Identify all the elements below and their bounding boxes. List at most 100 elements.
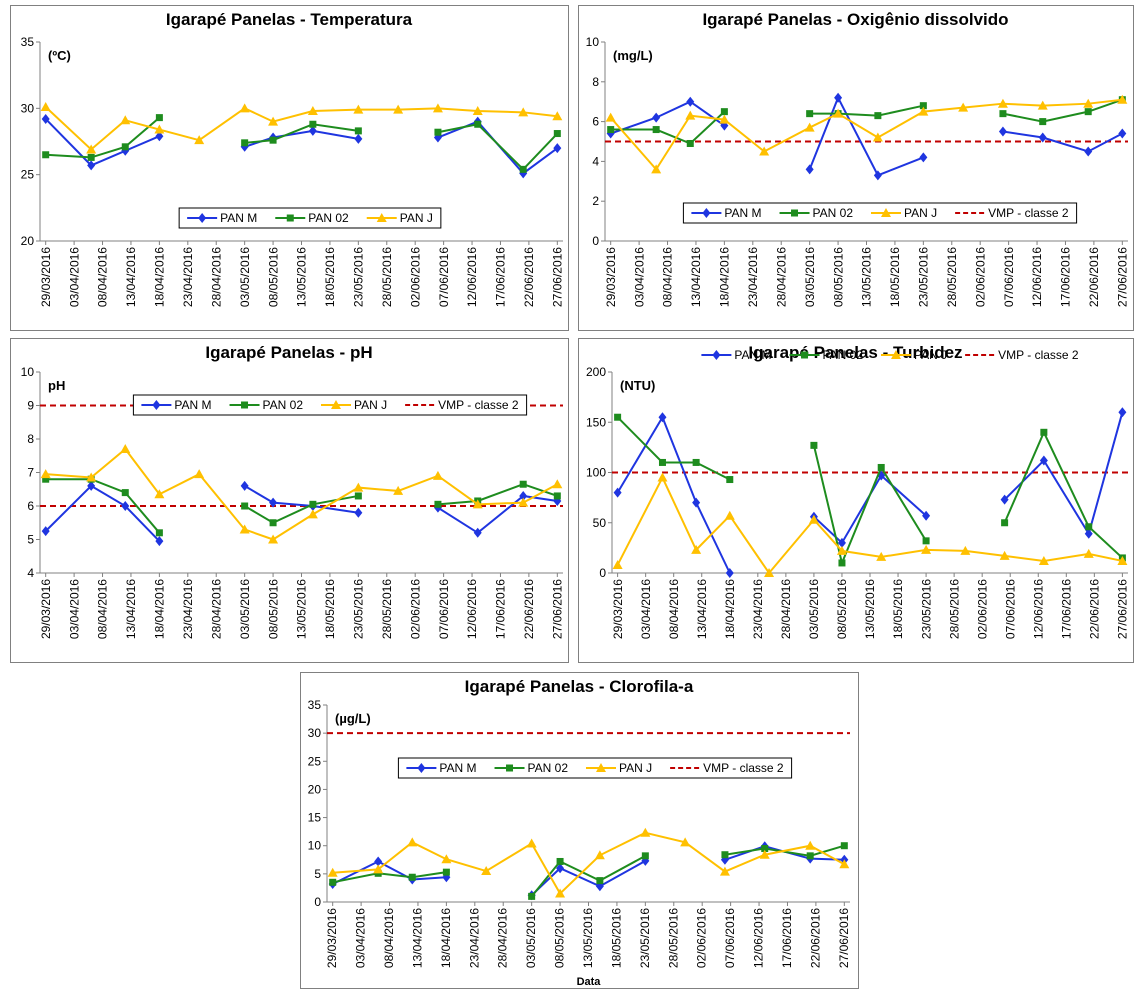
marker <box>1117 94 1128 104</box>
x-tick-label: 02/06/2016 <box>408 579 422 639</box>
y-unit: (NTU) <box>620 378 655 393</box>
marker <box>997 98 1008 108</box>
marker <box>307 105 318 115</box>
series-line <box>45 447 558 541</box>
series-line <box>332 871 447 884</box>
legend-item: PAN 02 <box>789 348 863 362</box>
legend-label: PAN M <box>220 211 257 225</box>
x-tick-label: 13/04/2016 <box>124 579 138 639</box>
x-tick-label: 02/06/2016 <box>408 247 422 307</box>
x-tick-label: 17/06/2016 <box>780 908 794 968</box>
marker <box>839 859 850 869</box>
series-line <box>45 106 558 151</box>
legend-item: PAN M <box>187 211 257 225</box>
chart-panel: Igarapé Panelas - Turbidez(NTU)050100150… <box>578 338 1134 663</box>
marker <box>152 400 161 410</box>
legend-item: VMP - classe 2 <box>670 761 784 775</box>
marker <box>1038 132 1047 143</box>
marker <box>837 537 846 548</box>
marker <box>806 852 814 860</box>
x-tick-label: 03/04/2016 <box>67 247 81 307</box>
x-tick-label: 28/04/2016 <box>779 579 793 639</box>
y-tick-label: 150 <box>586 415 606 429</box>
legend-label: PAN J <box>914 348 947 362</box>
x-tick-label: 18/05/2016 <box>323 247 337 307</box>
marker <box>651 164 662 174</box>
marker <box>432 103 443 113</box>
x-tick-label: 17/06/2016 <box>494 247 508 307</box>
x-tick-label: 22/06/2016 <box>1088 579 1102 639</box>
series-line <box>45 116 161 159</box>
marker <box>680 837 691 847</box>
marker <box>719 866 730 876</box>
legend-label: PAN 02 <box>263 398 304 412</box>
marker <box>686 96 695 107</box>
marker <box>556 863 565 874</box>
marker <box>922 537 930 545</box>
x-tick-label: 07/06/2016 <box>437 579 451 639</box>
legend-label: PAN 02 <box>813 206 854 220</box>
marker <box>309 500 317 508</box>
marker <box>86 144 97 154</box>
series-line <box>616 416 731 481</box>
x-tick-label: 03/05/2016 <box>807 579 821 639</box>
marker <box>327 867 338 877</box>
marker <box>805 164 814 175</box>
marker <box>441 854 452 864</box>
marker <box>1118 128 1127 139</box>
marker <box>652 112 661 123</box>
marker <box>155 114 163 122</box>
marker <box>528 892 536 900</box>
chart-title: Igarapé Panelas - Clorofila-a <box>465 677 694 696</box>
marker <box>999 550 1010 560</box>
series-line <box>808 95 924 177</box>
legend-frame <box>178 207 442 229</box>
marker <box>1083 98 1094 108</box>
series-line <box>724 844 845 857</box>
legend-item: PAN 02 <box>275 211 349 225</box>
x-tick-label: 13/04/2016 <box>124 247 138 307</box>
marker <box>761 845 769 853</box>
marker <box>353 482 364 492</box>
series-line <box>332 860 447 885</box>
legend-label: VMP - classe 2 <box>998 348 1079 362</box>
marker <box>553 143 562 154</box>
series-line <box>332 831 845 896</box>
legend-label: PAN 02 <box>308 211 349 225</box>
x-tick-label: 07/06/2016 <box>437 247 451 307</box>
marker <box>1001 519 1009 527</box>
x-tick-label: 27/06/2016 <box>1116 579 1130 639</box>
x-tick-label: 03/05/2016 <box>238 247 252 307</box>
marker <box>434 500 442 508</box>
marker <box>269 497 278 508</box>
y-tick-label: 25 <box>308 754 322 768</box>
x-tick-label: 18/05/2016 <box>891 579 905 639</box>
x-tick-label: 22/06/2016 <box>1087 247 1101 307</box>
x-tick-label: 12/06/2016 <box>465 579 479 639</box>
legend-item: PAN J <box>585 761 652 775</box>
x-tick-label: 27/06/2016 <box>551 579 565 639</box>
legend-label: VMP - classe 2 <box>703 761 784 775</box>
marker <box>474 120 482 128</box>
marker <box>472 105 483 115</box>
x-tick-label: 28/05/2016 <box>666 908 680 968</box>
panel-frame <box>578 338 1134 663</box>
x-axis-label: Data <box>577 976 602 988</box>
marker <box>872 132 883 142</box>
marker <box>121 501 130 511</box>
marker <box>432 470 443 480</box>
y-tick-label: 5 <box>27 533 34 547</box>
y-tick-label: 8 <box>27 432 34 446</box>
x-tick-label: 12/06/2016 <box>752 908 766 968</box>
marker <box>805 840 816 850</box>
x-tick-label: 27/06/2016 <box>1116 247 1130 307</box>
x-tick-label: 03/04/2016 <box>354 908 368 968</box>
marker <box>268 534 279 544</box>
marker <box>307 509 318 519</box>
x-tick-label: 02/06/2016 <box>695 908 709 968</box>
marker <box>1037 100 1048 110</box>
x-tick-label: 02/06/2016 <box>975 579 989 639</box>
legend: PAN M PAN 02 PAN J VMP - classe 2 <box>701 348 1079 362</box>
x-tick-label: 18/05/2016 <box>323 579 337 639</box>
